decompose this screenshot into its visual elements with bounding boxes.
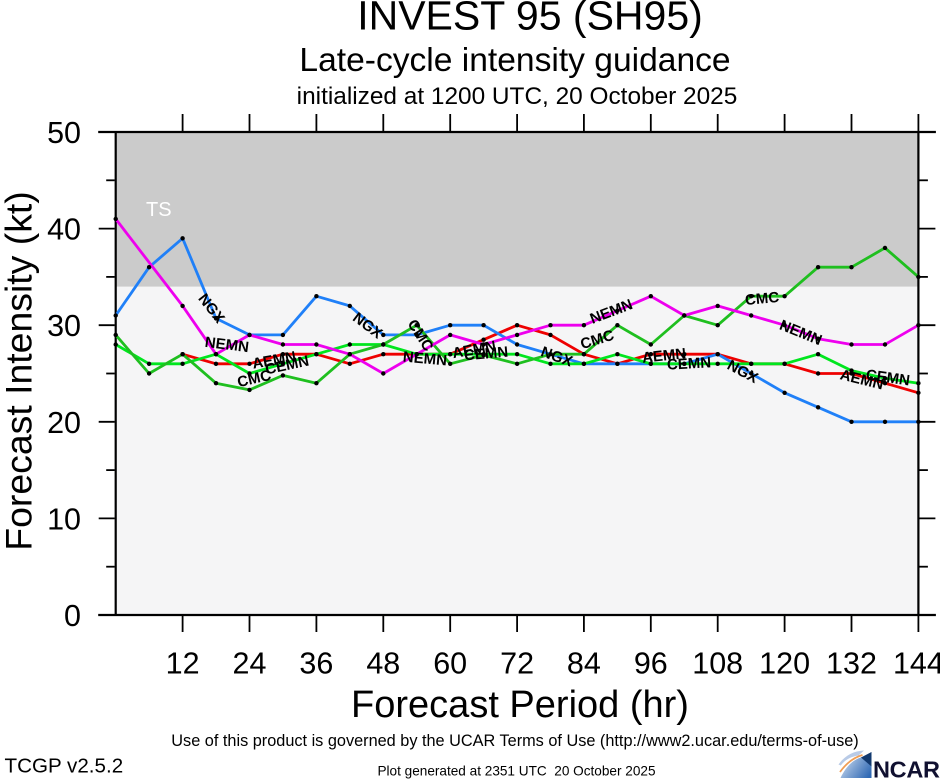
- svg-text:TS: TS: [146, 199, 172, 221]
- svg-text:CEMN: CEMN: [865, 366, 911, 389]
- svg-text:60: 60: [433, 647, 467, 681]
- svg-text:CEMN: CEMN: [463, 344, 508, 365]
- svg-text:36: 36: [299, 647, 333, 681]
- svg-text:TCGP v2.5.2: TCGP v2.5.2: [5, 755, 124, 778]
- svg-text:NEMN: NEMN: [402, 349, 447, 370]
- svg-text:Late-cycle intensity guidance: Late-cycle intensity guidance: [299, 42, 730, 79]
- svg-text:50: 50: [47, 116, 81, 150]
- svg-text:INVEST 95 (SH95): INVEST 95 (SH95): [357, 0, 703, 39]
- svg-text:AEMN: AEMN: [641, 345, 687, 367]
- svg-text:144: 144: [893, 647, 940, 681]
- svg-text:CEMN: CEMN: [667, 354, 712, 373]
- svg-text:108: 108: [692, 647, 743, 681]
- svg-text:72: 72: [500, 647, 534, 681]
- svg-text:NEMN: NEMN: [204, 334, 250, 356]
- svg-text:CMC: CMC: [744, 289, 780, 309]
- svg-text:10: 10: [47, 502, 81, 536]
- svg-text:96: 96: [634, 647, 668, 681]
- svg-text:84: 84: [567, 647, 601, 681]
- svg-text:120: 120: [759, 647, 810, 681]
- svg-text:20: 20: [47, 406, 81, 440]
- svg-text:Forecast Intensity (kt): Forecast Intensity (kt): [0, 191, 40, 550]
- svg-text:40: 40: [47, 213, 81, 247]
- svg-text:0: 0: [64, 599, 81, 633]
- svg-text:132: 132: [826, 647, 877, 681]
- svg-text:12: 12: [166, 647, 200, 681]
- svg-text:Use of this product is governe: Use of this product is governed by the U…: [171, 732, 858, 750]
- svg-text:24: 24: [233, 647, 267, 681]
- svg-text:Plot generated at 2351 UTC 20: Plot generated at 2351 UTC 20 October 20…: [377, 764, 655, 779]
- svg-text:NCAR: NCAR: [873, 757, 940, 780]
- svg-text:Forecast Period (hr): Forecast Period (hr): [351, 684, 689, 726]
- svg-text:48: 48: [366, 647, 400, 681]
- svg-text:initialized at 1200 UTC, 20 Oc: initialized at 1200 UTC, 20 October 2025: [297, 83, 738, 110]
- svg-text:30: 30: [47, 309, 81, 343]
